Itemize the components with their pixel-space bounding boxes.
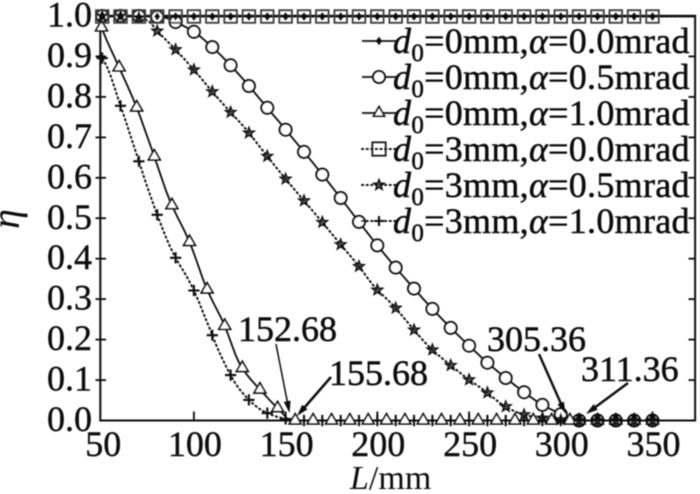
svg-text:200: 200 [351, 424, 405, 464]
svg-text:0.8: 0.8 [47, 75, 92, 115]
svg-text:305.36: 305.36 [487, 319, 586, 359]
svg-text:0.6: 0.6 [47, 156, 92, 196]
svg-text:0.4: 0.4 [47, 237, 92, 277]
svg-text:250: 250 [443, 424, 497, 464]
svg-text:0.2: 0.2 [47, 318, 92, 358]
svg-text:d0=3mm,α=1.0mrad: d0=3mm,α=1.0mrad [393, 201, 690, 247]
svg-text:0.3: 0.3 [47, 278, 92, 318]
svg-text:d0=0mm,α=0.5mrad: d0=0mm,α=0.5mrad [393, 57, 690, 103]
svg-text:100: 100 [168, 424, 222, 464]
svg-text:d0=0mm,α=0.0mrad: d0=0mm,α=0.0mrad [393, 21, 690, 67]
svg-text:50: 50 [85, 424, 121, 464]
svg-text:152.68: 152.68 [238, 309, 337, 349]
svg-text:300: 300 [535, 424, 589, 464]
svg-text:1.0: 1.0 [47, 0, 92, 35]
svg-text:0.1: 0.1 [47, 359, 92, 399]
svg-text:150: 150 [260, 424, 314, 464]
svg-text:350: 350 [627, 424, 681, 464]
svg-text:0.5: 0.5 [47, 197, 92, 237]
svg-text:0.9: 0.9 [47, 35, 92, 75]
svg-text:d0=0mm,α=1.0mrad: d0=0mm,α=1.0mrad [393, 93, 690, 139]
svg-text:0.7: 0.7 [47, 116, 92, 156]
svg-text:d0=3mm,α=0.0mrad: d0=3mm,α=0.0mrad [393, 129, 690, 175]
svg-text:0.0: 0.0 [47, 399, 92, 439]
svg-text:155.68: 155.68 [329, 353, 428, 393]
svg-text:d0=3mm,α=0.5mrad: d0=3mm,α=0.5mrad [393, 165, 690, 211]
svg-text:L/mm: L/mm [349, 460, 431, 494]
svg-text:η: η [0, 209, 28, 229]
svg-text:311.36: 311.36 [581, 349, 679, 389]
